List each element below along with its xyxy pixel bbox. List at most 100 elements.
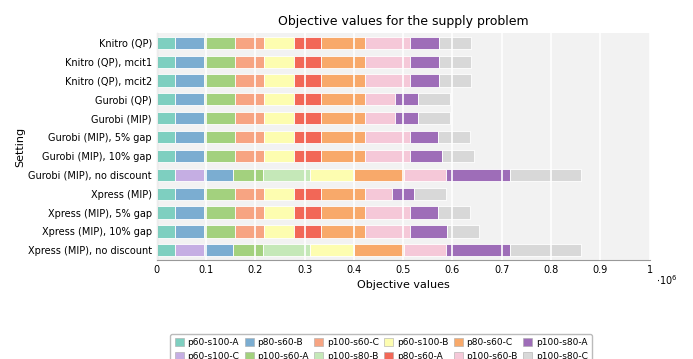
Bar [365,37,410,49]
Bar [157,187,175,200]
Bar [446,169,509,181]
Bar [439,74,471,87]
Bar [310,244,354,256]
Bar [395,93,419,106]
Bar [392,187,414,200]
Bar [419,93,450,106]
Bar [446,244,509,256]
Bar [294,112,321,124]
Bar [175,244,204,256]
Bar [365,150,410,162]
Bar [157,93,175,106]
Legend: p60-s100-A, p60-s100-C, p80-s60-B, p100-s60-A, p100-s60-C, p100-s80-B, p60-s100-: p60-s100-A, p60-s100-C, p80-s60-B, p100-… [170,334,592,359]
Bar [235,206,264,219]
Bar [204,150,235,162]
Bar [439,56,471,68]
Bar [321,206,365,219]
Bar [365,225,410,238]
Bar [321,93,365,106]
Bar [365,56,410,68]
Bar [410,56,439,68]
Bar [414,187,446,200]
Bar [264,112,294,124]
Bar [403,169,446,181]
Bar [157,112,175,124]
Bar [264,93,294,106]
Bar [310,169,354,181]
Bar [438,131,470,143]
Bar [175,206,204,219]
Bar [175,131,204,143]
Bar [235,56,264,68]
Bar [233,244,263,256]
Bar [395,112,419,124]
Bar [264,37,294,49]
Bar [235,74,264,87]
Bar [204,112,235,124]
Bar [365,187,392,200]
Bar [175,169,204,181]
Bar [446,225,479,238]
Bar [410,74,439,87]
Bar [365,112,395,124]
Bar [264,74,294,87]
Bar [321,131,365,143]
Bar [204,37,235,49]
Bar [175,74,204,87]
Bar [419,112,450,124]
Bar [410,225,446,238]
Bar [204,187,235,200]
Bar [233,169,263,181]
Bar [321,187,365,200]
Bar [294,74,321,87]
Bar [365,74,410,87]
Bar [264,150,294,162]
Bar [321,56,365,68]
Bar [175,56,204,68]
Bar [235,93,264,106]
Bar [354,244,403,256]
Bar [157,131,175,143]
Bar [509,169,581,181]
Bar [157,74,175,87]
Bar [321,74,365,87]
Bar [438,206,470,219]
Bar [410,150,441,162]
Bar [365,93,395,106]
Bar [175,37,204,49]
Bar [354,169,403,181]
Bar [204,169,233,181]
Bar [410,131,438,143]
Bar [235,225,264,238]
Bar [175,112,204,124]
Bar [175,150,204,162]
Bar [204,131,235,143]
Y-axis label: Setting: Setting [15,126,25,167]
Bar [157,56,175,68]
Bar [410,37,439,49]
Text: $\cdot 10^6$: $\cdot 10^6$ [656,273,678,287]
Bar [441,150,473,162]
Bar [365,206,410,219]
Bar [204,56,235,68]
Title: Objective values for the supply problem: Objective values for the supply problem [278,15,529,28]
Bar [294,37,321,49]
Bar [509,244,581,256]
Bar [157,150,175,162]
X-axis label: Objective values: Objective values [357,280,450,290]
Bar [204,244,233,256]
Bar [294,93,321,106]
Bar [365,131,410,143]
Bar [264,187,294,200]
Bar [235,37,264,49]
Bar [294,56,321,68]
Bar [263,169,310,181]
Bar [294,225,321,238]
Bar [294,131,321,143]
Bar [235,112,264,124]
Bar [175,93,204,106]
Bar [157,244,175,256]
Bar [321,150,365,162]
Bar [235,187,264,200]
Bar [175,225,204,238]
